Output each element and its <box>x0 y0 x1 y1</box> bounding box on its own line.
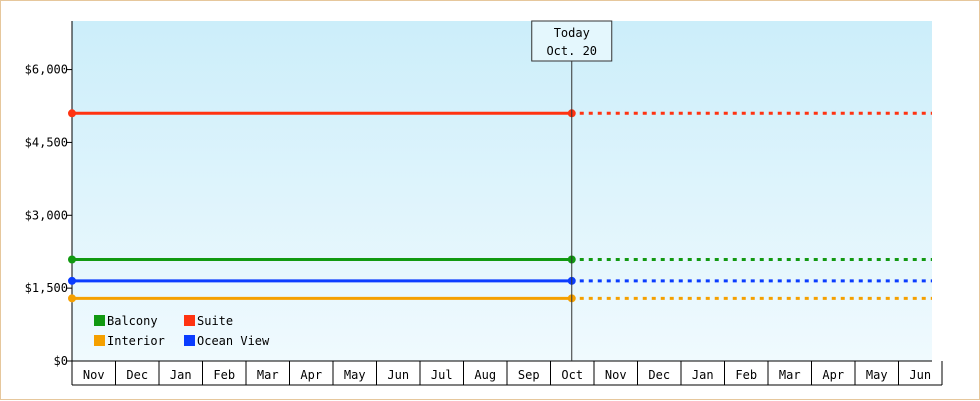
x-tick-label: Feb <box>213 368 235 382</box>
x-tick-label: Nov <box>605 368 627 382</box>
legend-label: Balcony <box>107 314 158 328</box>
legend-label: Suite <box>197 314 233 328</box>
y-tick-label: $3,000 <box>25 208 68 222</box>
legend-swatch <box>94 315 105 326</box>
x-tick-label: May <box>866 368 888 382</box>
x-tick-label: Apr <box>822 368 844 382</box>
today-label: Today <box>554 26 590 40</box>
x-tick-label: Jul <box>431 368 453 382</box>
y-tick-label: $4,500 <box>25 135 68 149</box>
y-tick-label: $6,000 <box>25 63 68 77</box>
x-tick-label: Nov <box>83 368 105 382</box>
legend-label: Interior <box>107 334 165 348</box>
y-axis: $0 $1,500 $3,000 $4,500 $6,000 <box>25 21 73 368</box>
today-date: Oct. 20 <box>546 44 597 58</box>
x-tick-label: May <box>344 368 366 382</box>
x-tick-label: Mar <box>779 368 801 382</box>
x-tick-label: Feb <box>735 368 757 382</box>
x-tick-label: Jan <box>692 368 714 382</box>
legend: Balcony Suite Interior Ocean View <box>94 314 270 348</box>
x-axis: Nov Dec Jan Feb Mar Apr May Jun Jul Aug Sep Oct Nov D… <box>71 360 943 386</box>
x-tick-label: Jun <box>909 368 931 382</box>
x-tick-label: Dec <box>648 368 670 382</box>
x-tick-label: Oct <box>561 368 583 382</box>
x-tick-label: Sep <box>518 368 540 382</box>
y-tick-label: $0 <box>54 354 68 368</box>
x-tick-label: Apr <box>300 368 322 382</box>
series-layer <box>68 109 932 303</box>
today-box <box>531 20 613 62</box>
x-tick-label: Mar <box>257 368 279 382</box>
x-tick-label: Aug <box>474 368 496 382</box>
legend-swatch <box>184 335 195 346</box>
series-point-start <box>68 294 76 303</box>
legend-swatch <box>184 315 195 326</box>
x-tick-label: Dec <box>126 368 148 382</box>
series-point-start <box>68 109 76 118</box>
today-marker: Today Oct. 20 <box>531 20 613 361</box>
series-point-start <box>68 276 76 285</box>
plot-background <box>72 21 932 361</box>
series-point-start <box>68 255 76 264</box>
x-tick-label: Jun <box>387 368 409 382</box>
legend-swatch <box>94 335 105 346</box>
y-tick-label: $1,500 <box>25 281 68 295</box>
x-tick-label: Jan <box>170 368 192 382</box>
legend-label: Ocean View <box>197 334 270 348</box>
